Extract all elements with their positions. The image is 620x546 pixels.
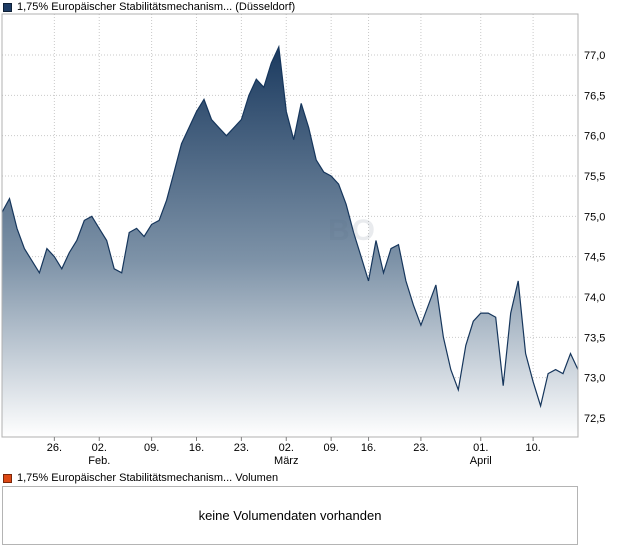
svg-text:77,0: 77,0 <box>584 50 605 62</box>
x-axis-labels: 26. 02. 09. 16. 23. 02. 09. 16. 23. 01. 10. Feb. Mär… <box>47 437 541 467</box>
svg-text:10.: 10. <box>525 442 540 454</box>
price-line <box>1 44 579 409</box>
svg-text:75,0: 75,0 <box>584 211 605 223</box>
svg-text:16.: 16. <box>189 442 204 454</box>
svg-text:16.: 16. <box>361 442 376 454</box>
svg-text:02.: 02. <box>92 442 107 454</box>
svg-text:09.: 09. <box>144 442 159 454</box>
svg-text:76,5: 76,5 <box>584 90 605 102</box>
volume-series-marker-icon <box>3 473 12 483</box>
price-legend: 1,75% Europäischer Stabilitätsmechanism.… <box>3 1 295 13</box>
svg-text:76,0: 76,0 <box>584 131 605 143</box>
svg-text:73,0: 73,0 <box>584 373 605 385</box>
svg-text:02.: 02. <box>279 442 294 454</box>
svg-text:23.: 23. <box>413 442 428 454</box>
svg-text:74,5: 74,5 <box>584 252 605 264</box>
volume-no-data-message: keine Volumendaten vorhanden <box>198 508 382 523</box>
y-axis-labels: 77,0 76,5 76,0 75,5 75,0 74,5 74,0 73,5 73,0 72,5 <box>584 50 605 425</box>
svg-text:Feb.: Feb. <box>88 455 110 467</box>
price-area <box>2 46 578 438</box>
svg-text:73,5: 73,5 <box>584 332 605 344</box>
svg-text:09.: 09. <box>323 442 338 454</box>
svg-text:März: März <box>274 455 298 467</box>
svg-text:26.: 26. <box>47 442 62 454</box>
price-legend-label: 1,75% Europäischer Stabilitätsmechanism.… <box>17 1 296 13</box>
price-chart: 77,0 76,5 76,0 75,5 75,0 74,5 74,0 73,5 73,0 72,5… <box>1 13 605 467</box>
price-series-marker-icon <box>3 2 12 12</box>
volume-legend: 1,75% Europäischer Stabilitätsmechanism.… <box>3 472 278 484</box>
svg-text:74,0: 74,0 <box>584 292 605 304</box>
svg-text:23.: 23. <box>234 442 249 454</box>
svg-text:April: April <box>470 455 492 467</box>
svg-text:01.: 01. <box>473 442 488 454</box>
svg-text:72,5: 72,5 <box>584 413 605 425</box>
volume-legend-label: 1,75% Europäischer Stabilitätsmechanism.… <box>17 472 279 484</box>
svg-text:75,5: 75,5 <box>584 171 605 183</box>
volume-no-data-box: keine Volumendaten vorhanden <box>2 486 578 545</box>
plot-border <box>1 13 579 438</box>
